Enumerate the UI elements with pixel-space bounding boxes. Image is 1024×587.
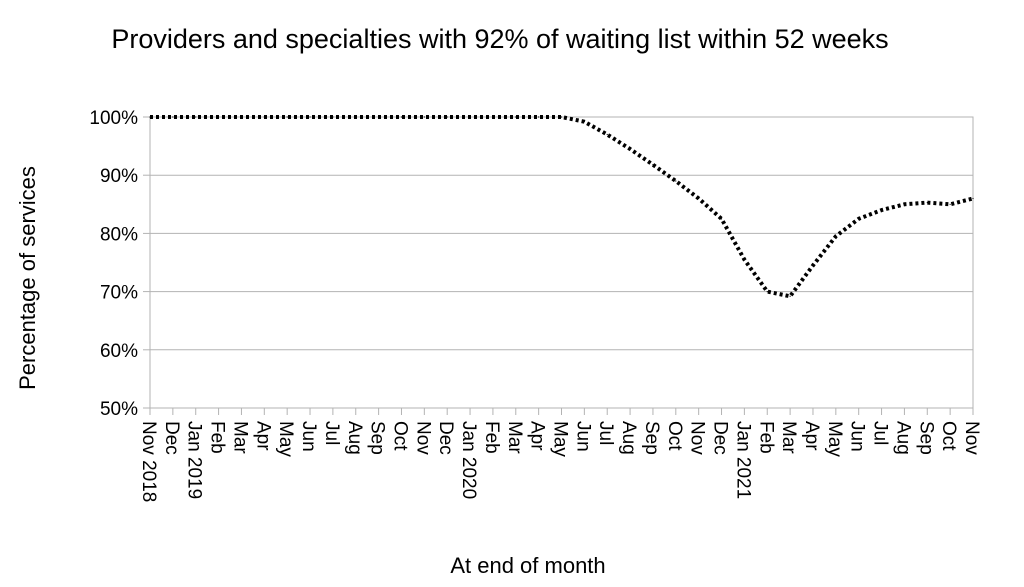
- data-point: [195, 116, 197, 118]
- y-axis-title: Percentage of services: [15, 166, 40, 390]
- x-tick-label: Jul: [870, 421, 891, 445]
- x-tick-label: Mar: [504, 421, 525, 454]
- x-tick-label: Aug: [618, 421, 639, 455]
- y-tick-label: 60%: [100, 341, 138, 362]
- x-tick-label: Jun: [298, 421, 319, 452]
- x-axis-title: At end of month: [450, 553, 605, 578]
- x-tick-label: Jun: [572, 421, 593, 452]
- y-axis-ticks: 50% 60% 70% 80% 90% 100%: [89, 108, 150, 420]
- data-point: [812, 264, 814, 267]
- x-tick-label: Jul: [595, 421, 616, 445]
- data-point: [675, 180, 677, 182]
- data-point: [560, 116, 563, 118]
- x-tick-label: Jul: [321, 421, 342, 445]
- x-tick-label: Sep: [915, 421, 936, 455]
- data-point: [492, 116, 494, 118]
- data-point: [789, 295, 791, 297]
- data-point: [583, 121, 585, 123]
- data-point: [835, 235, 837, 237]
- data-point: [469, 116, 471, 118]
- data-point: [698, 197, 700, 200]
- data-point: [149, 116, 151, 118]
- data-point: [446, 116, 448, 118]
- data-point: [766, 291, 768, 293]
- y-tick-label: 80%: [100, 224, 138, 245]
- x-tick-label: Oct: [938, 421, 959, 451]
- x-tick-label: Oct: [664, 421, 685, 451]
- x-tick-label: Apr: [252, 421, 273, 451]
- data-point: [949, 203, 951, 205]
- x-tick-label: May: [824, 421, 845, 457]
- data-point: [858, 218, 860, 220]
- chart-title: Providers and specialties with 92% of wa…: [111, 24, 888, 54]
- x-tick-label: Sep: [367, 421, 388, 455]
- x-tick-label: Feb: [207, 421, 228, 454]
- x-tick-label: Mar: [778, 421, 799, 454]
- data-series: [149, 115, 974, 299]
- data-point: [903, 203, 906, 205]
- plot-area: [149, 116, 974, 409]
- data-point: [880, 209, 883, 211]
- x-tick-label: Aug: [344, 421, 365, 455]
- x-tick-label: Aug: [892, 421, 913, 455]
- data-point: [378, 116, 380, 118]
- data-point: [652, 164, 654, 166]
- data-point: [423, 116, 425, 118]
- data-point: [309, 116, 311, 118]
- x-tick-label: Nov: [687, 421, 708, 455]
- x-tick-label: Jan 2019: [184, 421, 205, 499]
- x-tick-label: Sep: [641, 421, 662, 455]
- gridlines: [150, 116, 973, 409]
- x-tick-label: Nov 2018: [138, 421, 159, 502]
- data-point: [972, 197, 974, 200]
- x-tick-label: Apr: [527, 421, 548, 451]
- x-tick-label: Mar: [229, 421, 250, 454]
- x-tick-label: May: [550, 421, 571, 457]
- x-tick-label: Oct: [389, 421, 410, 451]
- x-tick-label: Dec: [435, 421, 456, 455]
- data-point: [606, 133, 608, 136]
- data-point: [240, 116, 243, 118]
- data-point: [538, 116, 540, 118]
- x-tick-label: Jan 2021: [732, 421, 753, 499]
- data-point: [720, 218, 723, 220]
- data-point: [515, 116, 517, 118]
- data-point: [263, 116, 265, 118]
- data-point: [355, 116, 357, 118]
- x-tick-label: Jun: [847, 421, 868, 452]
- data-point: [400, 116, 403, 118]
- x-tick-label: May: [275, 421, 296, 457]
- y-tick-label: 100%: [89, 108, 138, 129]
- y-tick-label: 50%: [100, 399, 138, 420]
- data-point: [743, 258, 745, 261]
- x-tick-label: Jan 2020: [458, 421, 479, 499]
- x-tick-label: Nov: [412, 421, 433, 455]
- x-axis-ticks: Nov 2018 Dec Jan 2019 Feb Mar Apr May Jun Jul Aug…: [138, 408, 982, 502]
- y-tick-label: 70%: [100, 283, 138, 304]
- y-tick-label: 90%: [100, 166, 138, 187]
- x-tick-label: Feb: [755, 421, 776, 454]
- x-tick-label: Dec: [710, 421, 731, 455]
- data-point: [172, 116, 174, 118]
- x-tick-label: Feb: [481, 421, 502, 454]
- data-point: [926, 201, 928, 204]
- x-tick-label: Apr: [801, 421, 822, 451]
- data-point: [332, 116, 334, 118]
- series-line: [150, 115, 974, 299]
- data-point: [629, 148, 631, 150]
- data-point: [286, 116, 288, 118]
- x-tick-label: Dec: [161, 421, 182, 455]
- x-tick-label: Nov: [961, 421, 982, 455]
- data-point: [217, 116, 220, 118]
